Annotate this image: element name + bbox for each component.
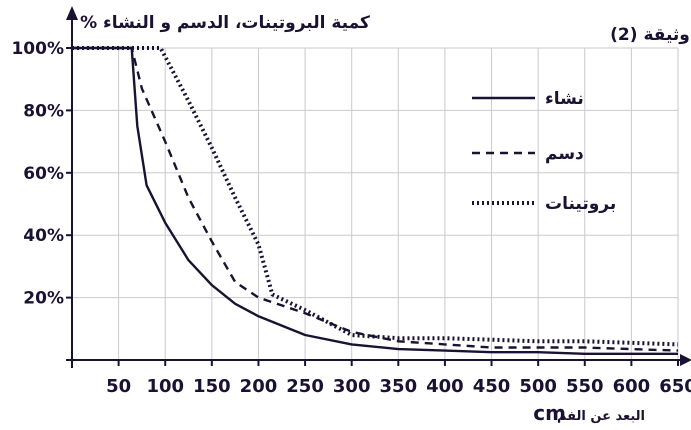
x-tick-label: 150: [193, 376, 231, 397]
y-tick-label: 80%: [23, 101, 64, 121]
x-axis-title: البعد عن الفم: [557, 409, 645, 424]
document-label: وثيقة (2): [610, 25, 690, 45]
x-axis-unit: cm: [533, 401, 566, 425]
y-tick-label: 100%: [11, 39, 64, 59]
x-tick-label: 450: [473, 376, 511, 397]
x-tick-label: 350: [380, 376, 418, 397]
x-tick-label: 500: [519, 376, 557, 397]
x-tick-label: 100: [146, 376, 184, 397]
legend-label-2: دسم: [545, 144, 584, 164]
x-axis-arrow: [680, 354, 691, 366]
x-tick-label: 400: [426, 376, 464, 397]
x-tick-label: 300: [333, 376, 371, 397]
x-tick-label: 600: [613, 376, 651, 397]
y-axis-title: % كمية البروتينات، الدسم و النشاء: [80, 13, 370, 33]
x-tick-label: 250: [286, 376, 324, 397]
x-tick-label: 550: [566, 376, 604, 397]
legend-label-3: بروتينات: [545, 194, 616, 214]
y-tick-label: 20%: [23, 289, 64, 309]
legend-label-1: نشاء: [545, 89, 584, 109]
y-tick-label: 60%: [23, 164, 64, 184]
x-tick-label: 650: [659, 376, 691, 397]
x-tick-label: 200: [240, 376, 278, 397]
x-tick-label: 50: [106, 376, 131, 397]
y-axis-arrow: [66, 6, 78, 20]
legend: نشاء دسم بروتينات: [472, 89, 616, 214]
y-tick-label: 40%: [23, 226, 64, 246]
